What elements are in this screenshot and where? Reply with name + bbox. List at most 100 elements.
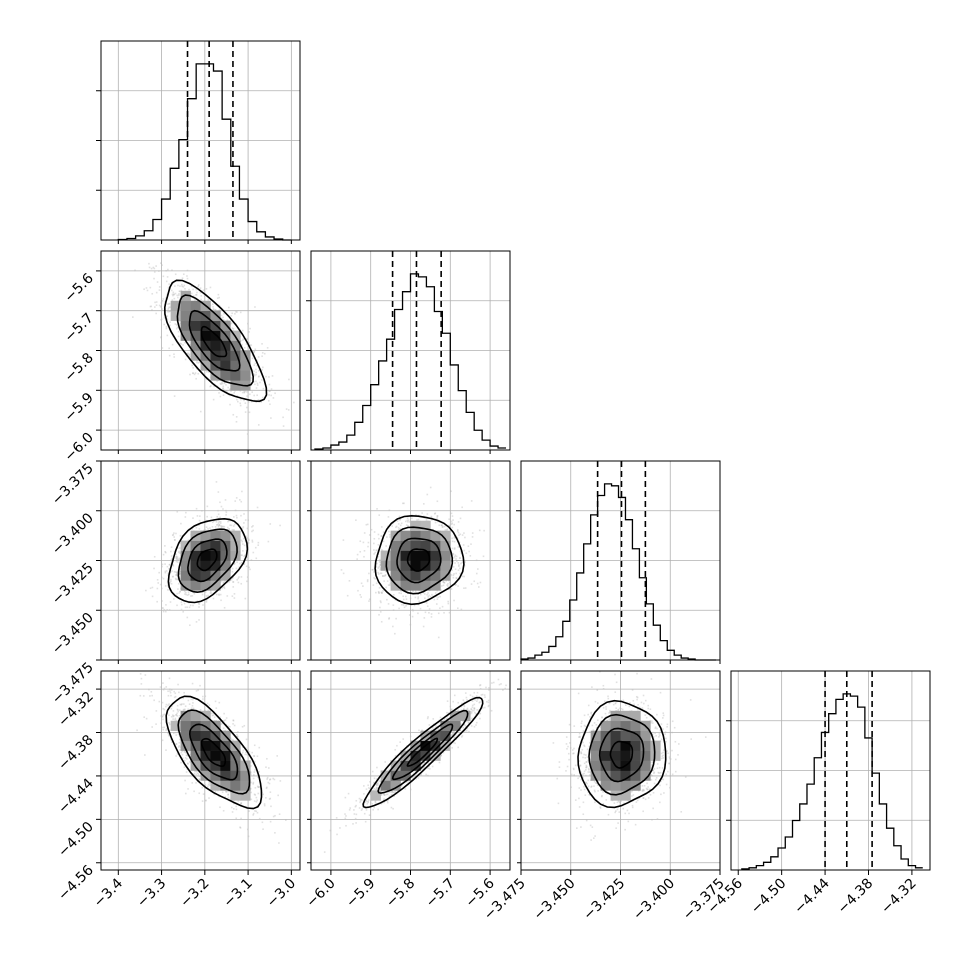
scatter-point [205, 599, 208, 602]
scatter-point [252, 551, 255, 554]
scatter-point [244, 411, 247, 413]
scatter-point [191, 595, 194, 597]
scatter-point [213, 385, 216, 388]
density-cell [190, 550, 201, 561]
density-cell [420, 570, 431, 581]
scatter-point [260, 379, 263, 381]
scatter-point [248, 411, 251, 414]
scatter-point [179, 590, 181, 593]
scatter-point [261, 352, 264, 354]
scatter-point [257, 541, 260, 544]
scatter-point [479, 581, 482, 584]
scatter-point [459, 567, 461, 570]
scatter-point [240, 339, 242, 342]
scatter-point [162, 707, 165, 710]
scatter-point [199, 410, 202, 413]
density-cell [220, 550, 231, 561]
scatter-point [452, 560, 455, 562]
scatter-point [394, 632, 396, 635]
scatter-point [257, 544, 260, 546]
scatter-point [247, 546, 249, 549]
scatter-point [267, 399, 270, 402]
density-cell [200, 330, 211, 341]
scatter-point [225, 514, 227, 516]
scatter-point [190, 698, 193, 701]
scatter-point [397, 526, 400, 529]
scatter-point [223, 381, 226, 384]
scatter-point [251, 526, 253, 528]
scatter-point [380, 572, 383, 575]
scatter-point [388, 618, 390, 620]
density-cell [390, 550, 401, 561]
scatter-point [379, 558, 381, 561]
scatter-point [269, 791, 272, 793]
scatter-point [235, 567, 238, 570]
scatter-point [132, 316, 134, 318]
scatter-point [161, 600, 163, 602]
scatter-point [373, 553, 375, 555]
scatter-point [269, 390, 271, 393]
scatter-point [204, 529, 207, 531]
scatter-point [255, 401, 258, 404]
scatter-point [375, 549, 378, 552]
scatter-point [179, 342, 182, 345]
scatter-point [457, 521, 460, 523]
scatter-point [231, 529, 234, 531]
scatter-point [278, 813, 281, 816]
scatter-point [189, 624, 191, 627]
scatter-point [242, 339, 244, 341]
scatter-point [236, 398, 238, 401]
scatter-point [236, 561, 238, 564]
scatter-point [177, 582, 180, 585]
scatter-point [218, 392, 220, 394]
scatter-point [149, 286, 152, 289]
scatter-point [211, 526, 214, 528]
scatter-point [251, 391, 253, 393]
scatter-point [210, 590, 212, 593]
scatter-point [168, 609, 171, 611]
scatter-point [178, 547, 181, 549]
scatter-point [167, 583, 169, 586]
density-cell [200, 530, 211, 541]
scatter-point [249, 393, 251, 396]
scatter-point [149, 695, 151, 697]
scatter-point [167, 572, 170, 575]
scatter-point [379, 606, 381, 609]
scatter-point [158, 289, 161, 291]
scatter-point [254, 348, 257, 351]
scatter-point [374, 551, 377, 554]
scatter-point [166, 581, 169, 584]
scatter-point [178, 592, 180, 594]
scatter-point [136, 729, 138, 732]
scatter-point [214, 309, 217, 311]
density-cell [400, 570, 411, 581]
scatter-point [173, 715, 175, 717]
scatter-point [253, 394, 255, 397]
scatter-point [272, 777, 274, 780]
scatter-point [423, 617, 426, 619]
scatter-point [173, 539, 176, 541]
panel-content [311, 461, 510, 660]
scatter-point [240, 802, 242, 805]
scatter-point [270, 394, 272, 397]
scatter-point [176, 753, 179, 755]
scatter-point [377, 571, 379, 574]
scatter-point [386, 598, 388, 601]
scatter-point [463, 532, 465, 534]
density-cell [410, 570, 421, 581]
scatter-point [437, 612, 440, 615]
scatter-point [251, 541, 254, 543]
scatter-point [158, 270, 160, 272]
scatter-point [356, 558, 358, 560]
scatter-point [179, 568, 181, 571]
scatter-point [161, 587, 163, 590]
scatter-point [179, 557, 181, 560]
scatter-point [402, 598, 405, 601]
scatter-point [209, 527, 211, 529]
scatter-point [248, 810, 250, 812]
scatter-point [196, 600, 199, 602]
scatter-point [405, 604, 407, 607]
scatter-point [445, 579, 448, 582]
scatter-point [171, 299, 174, 301]
scatter-point [451, 554, 454, 556]
